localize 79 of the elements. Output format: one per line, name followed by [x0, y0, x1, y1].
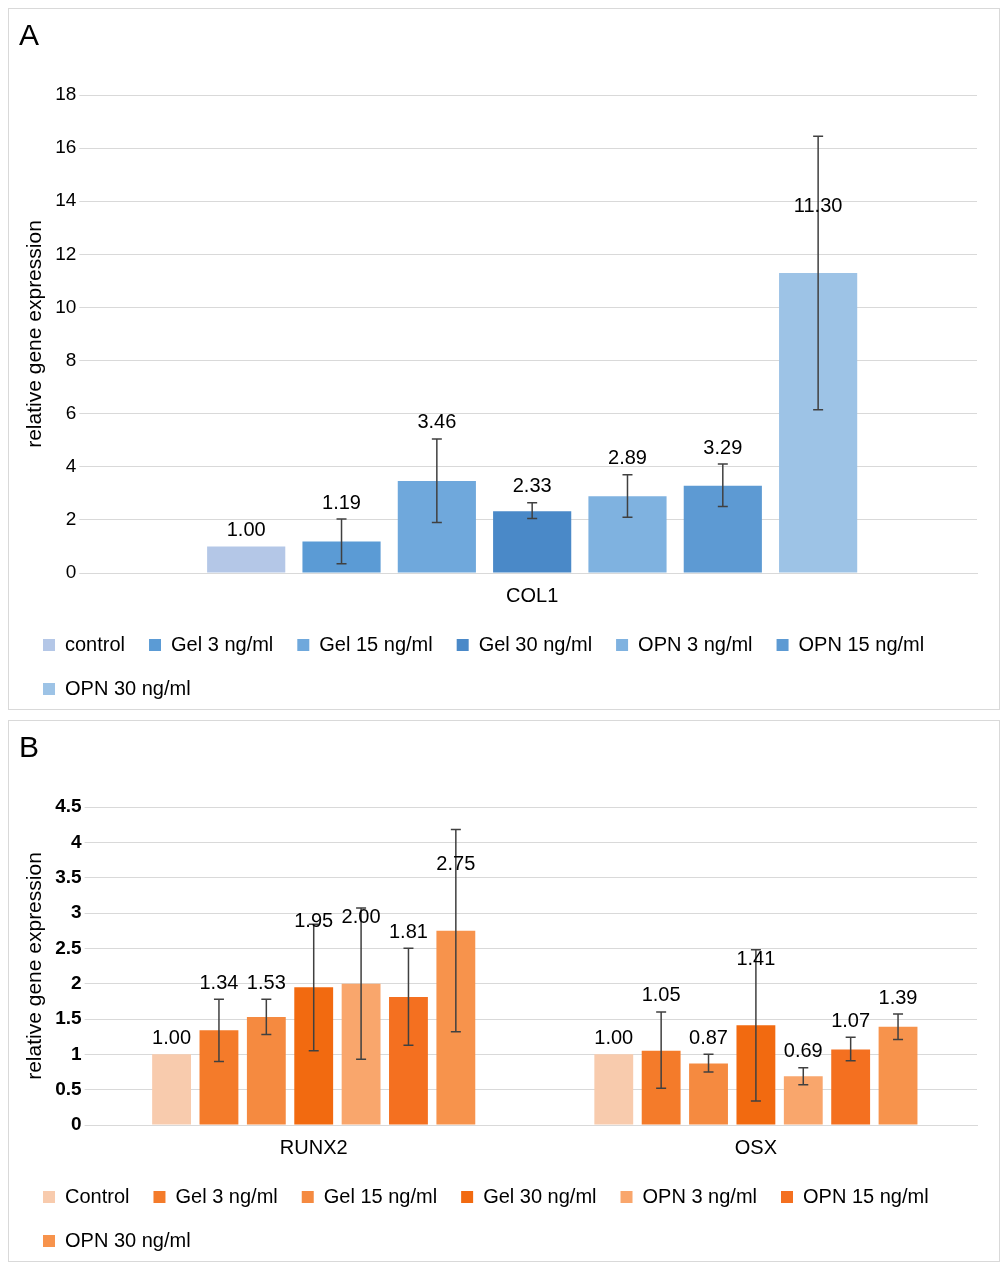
bar [493, 511, 572, 573]
data-label: 1.53 [246, 970, 286, 993]
y-tick-label: 10 [55, 295, 77, 317]
legend-label: Gel 30 ng/ml [478, 632, 593, 655]
y-axis-title: relative gene expression [22, 220, 46, 448]
data-label: 2.33 [512, 474, 552, 497]
y-tick-label: 14 [55, 189, 77, 211]
legend-label: Gel 15 ng/ml [319, 632, 433, 655]
y-tick-label: 18 [55, 83, 77, 105]
data-label: 1.07 [831, 1008, 871, 1031]
y-tick-label: 1 [71, 1042, 83, 1064]
data-label: 1.19 [322, 490, 361, 513]
bar [683, 485, 762, 573]
data-label: 1.00 [152, 1025, 192, 1048]
bar [397, 481, 476, 573]
bar [641, 1050, 681, 1125]
bar [199, 1030, 239, 1125]
legend-label: OPN 30 ng/ml [65, 676, 191, 699]
y-tick-label: 2.5 [55, 936, 83, 958]
y-tick-label: 4.5 [55, 795, 83, 817]
bar [389, 997, 428, 1125]
data-label: 1.05 [641, 983, 681, 1006]
legend-label: Gel 3 ng/ml [175, 1184, 278, 1207]
x-tick-label: RUNX2 [279, 1135, 348, 1158]
y-tick-label: 4 [65, 455, 77, 477]
legend-label: Gel 3 ng/ml [171, 632, 274, 655]
data-label: 1.00 [226, 517, 266, 540]
y-axis-title: relative gene expression [22, 852, 46, 1080]
legend-label: Gel 15 ng/ml [323, 1184, 438, 1207]
bar [783, 1076, 823, 1125]
legend-label: Control [65, 1184, 130, 1207]
data-label: 1.34 [199, 970, 239, 993]
legend-label: OPN 3 ng/ml [638, 632, 753, 655]
legend-label: OPN 30 ng/ml [65, 1228, 191, 1251]
legend-label: OPN 3 ng/ml [642, 1184, 757, 1207]
data-label: 0.69 [783, 1039, 823, 1062]
y-tick-label: 1.5 [55, 1007, 83, 1029]
y-tick-label: 8 [65, 348, 77, 370]
y-tick-label: 6 [65, 401, 77, 423]
bar [831, 1049, 871, 1125]
bar [302, 541, 381, 573]
x-tick-label: COL1 [506, 583, 559, 606]
legend-label: OPN 15 ng/ml [803, 1184, 929, 1207]
bar [294, 987, 334, 1125]
legend-label: control [65, 632, 126, 655]
data-label: 0.87 [689, 1025, 728, 1048]
y-tick-label: 0.5 [55, 1077, 83, 1099]
y-tick-label: 2 [71, 971, 82, 993]
bar [588, 496, 667, 573]
bar [878, 1026, 918, 1125]
y-tick-label: 0 [65, 561, 77, 583]
bar [594, 1054, 634, 1125]
legend-label: OPN 15 ng/ml [798, 632, 925, 655]
bar [246, 1016, 286, 1125]
bar [689, 1063, 728, 1125]
bar [779, 272, 858, 573]
y-tick-label: 4 [71, 830, 83, 852]
bar [436, 930, 476, 1125]
bar [736, 1025, 776, 1125]
data-label: 3.46 [417, 410, 457, 433]
y-tick-label: 0 [71, 1113, 82, 1135]
data-label: 2.89 [608, 446, 647, 469]
y-tick-label: 16 [55, 136, 77, 158]
data-label: 3.29 [703, 435, 743, 458]
y-tick-label: 12 [55, 242, 77, 264]
data-label: 1.39 [878, 985, 918, 1008]
y-tick-label: 3.5 [55, 865, 83, 887]
data-label: 1.00 [594, 1025, 634, 1048]
data-label: 1.81 [389, 919, 428, 942]
x-tick-label: OSX [734, 1135, 778, 1158]
chart-title: A [19, 18, 40, 52]
bar [341, 983, 381, 1125]
bar [207, 546, 286, 573]
y-tick-label: 3 [71, 901, 82, 923]
y-tick-label: 2 [65, 508, 77, 530]
bar [152, 1054, 191, 1125]
chart-title: B [19, 730, 40, 764]
data-label: 1.95 [294, 908, 334, 931]
legend-label: Gel 30 ng/ml [483, 1184, 597, 1207]
